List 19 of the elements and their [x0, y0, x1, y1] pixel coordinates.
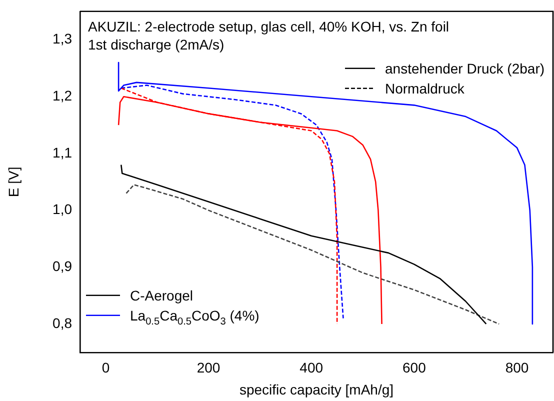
x-tick-label: 200 [196, 360, 220, 376]
annotation: Normaldruck [385, 80, 466, 96]
y-tick-label: 1,1 [52, 144, 72, 160]
y-tick-label: 1,2 [52, 88, 72, 104]
text: 1st discharge (2mA/s) [88, 36, 224, 52]
x-tick-label: 400 [300, 360, 324, 376]
y-tick-label: 1,0 [52, 201, 72, 218]
x-tick-label: 800 [505, 360, 529, 376]
x-tick-label: 0 [102, 360, 110, 376]
y-tick-label: 0,8 [52, 314, 72, 331]
y-tick-label: 1,3 [52, 30, 72, 47]
x-axis-title: specific capacity [mAh/g] [239, 381, 394, 398]
x-tick-label: 600 [402, 360, 426, 376]
annotation: anstehender Druck (2bar) [385, 60, 545, 76]
y-tick-label: 0,9 [52, 258, 72, 274]
legend-label: C-Aerogel [130, 287, 194, 304]
text: AKUZIL: 2-electrode setup, glas cell, 40% KOH, vs. Zn foil [88, 18, 450, 34]
line-series [126, 184, 500, 325]
y-axis-title: E [V] [5, 166, 22, 198]
